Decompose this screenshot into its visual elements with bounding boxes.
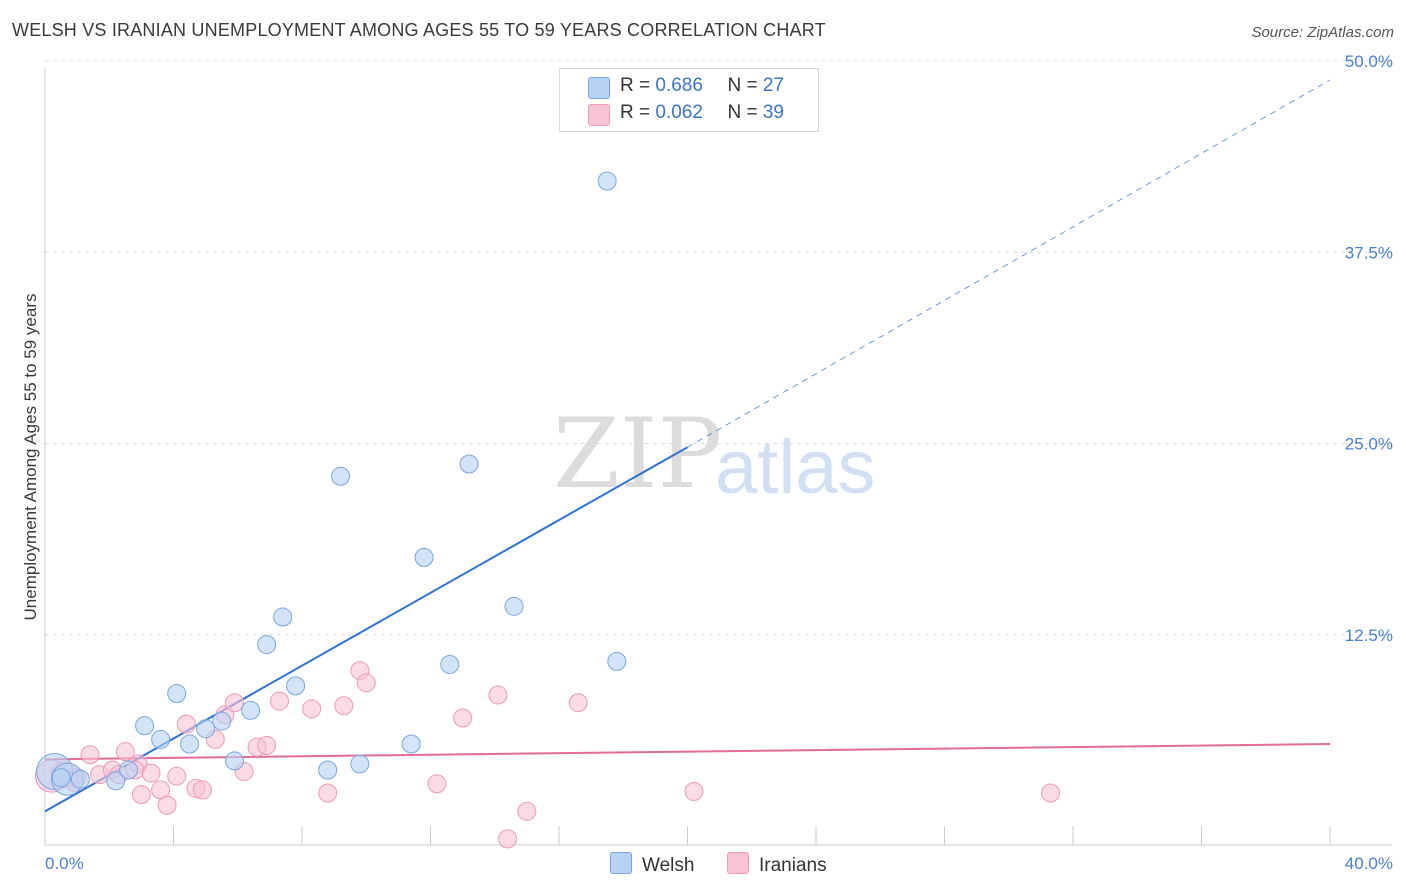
welsh-point-20 (414, 547, 434, 567)
iranians-point-30 (453, 708, 473, 728)
iranians-n-label: N = (727, 102, 763, 123)
welsh-point-17 (331, 466, 351, 486)
tick-labels: 12.5% 25.0% 37.5% 50.0% 0.0% 40.0% (45, 52, 1393, 873)
iranians-swatch (588, 104, 610, 126)
welsh-point-9 (196, 719, 216, 739)
iranians-point-13 (167, 766, 187, 786)
iranians-point-16 (192, 780, 212, 800)
welsh-point-12 (241, 700, 261, 720)
data-points (34, 171, 1061, 849)
welsh-point-15 (286, 676, 306, 696)
welsh-point-11 (225, 751, 245, 771)
legend-row-iranians: R = 0.062 N = 39 (560, 100, 818, 128)
bottom-legend-welsh: Welsh (610, 852, 694, 877)
welsh-r-value: 0.686 (655, 75, 703, 96)
welsh-point-16 (318, 760, 338, 780)
iranians-point-14 (176, 714, 196, 734)
welsh-point-13 (257, 635, 277, 655)
iranians-point-9 (131, 785, 151, 805)
welsh-n-label: N = (727, 75, 763, 96)
iranians-n-value: 39 (762, 102, 784, 123)
y-tick-label-0: 12.5% (1345, 626, 1393, 645)
bottom-legend-iranians: Iranians (727, 852, 827, 877)
y-tick-label-3: 50.0% (1345, 52, 1393, 71)
iranians-point-29 (427, 774, 447, 794)
iranians-point-23 (270, 691, 290, 711)
source-label: Source: ZipAtlas.com (1251, 24, 1394, 41)
bottom-iranians-swatch (727, 852, 749, 874)
welsh-point-5 (135, 716, 155, 736)
welsh-point-2 (70, 769, 90, 789)
iranians-r-label: R = (620, 102, 656, 123)
iranians-point-28 (356, 673, 376, 693)
y-tick-label-1: 25.0% (1345, 435, 1393, 454)
gridlines (45, 60, 1392, 636)
welsh-point-18 (350, 754, 370, 774)
bottom-iranians-label: Iranians (759, 855, 827, 876)
x-tick-label-1: 40.0% (1345, 854, 1393, 873)
iranians-point-36 (1041, 783, 1061, 803)
iranians-point-33 (517, 801, 537, 821)
iranians-point-22 (257, 736, 277, 756)
welsh-point-24 (597, 171, 617, 191)
iranians-point-19 (225, 693, 245, 713)
welsh-point-6 (151, 729, 171, 749)
chart-title: WELSH VS IRANIAN UNEMPLOYMENT AMONG AGES… (12, 20, 826, 40)
legend-text-welsh: R = 0.686 N = 27 (620, 75, 784, 97)
welsh-point-21 (440, 654, 460, 674)
welsh-point-23 (504, 596, 524, 616)
iranians-trend-line (44, 743, 1331, 761)
iranians-point-35 (684, 781, 704, 801)
welsh-point-19 (401, 734, 421, 754)
bottom-welsh-swatch (610, 852, 632, 874)
welsh-point-4 (119, 760, 139, 780)
iranians-point-10 (141, 763, 161, 783)
iranians-point-7 (115, 742, 135, 762)
x-tick-label-0: 0.0% (45, 854, 84, 873)
trend-lines (44, 79, 1331, 813)
iranians-point-24 (302, 699, 322, 719)
iranians-point-31 (488, 685, 508, 705)
welsh-point-8 (180, 734, 200, 754)
iranians-point-12 (157, 795, 177, 815)
legend-text-iranians: R = 0.062 N = 39 (620, 102, 784, 124)
iranians-point-26 (334, 696, 354, 716)
watermark-zip: ZIP (553, 398, 723, 510)
welsh-swatch (588, 77, 610, 99)
welsh-point-25 (607, 651, 627, 671)
welsh-trend-extension (687, 79, 1331, 448)
welsh-point-7 (167, 684, 187, 704)
watermark-atlas: atlas (715, 425, 876, 510)
bottom-welsh-label: Welsh (642, 855, 695, 876)
welsh-point-22 (459, 454, 479, 474)
correlation-legend: R = 0.686 N = 27 R = 0.062 N = 39 (559, 68, 819, 132)
y-axis-title: Unemployment Among Ages 55 to 59 years (21, 294, 40, 621)
welsh-point-3 (106, 771, 126, 791)
y-tick-label-2: 37.5% (1345, 243, 1393, 262)
welsh-point-10 (212, 711, 232, 731)
welsh-n-value: 27 (762, 75, 784, 96)
welsh-point-14 (273, 607, 293, 627)
welsh-point-26 (51, 768, 71, 788)
iranians-point-32 (498, 829, 518, 849)
iranians-r-value: 0.062 (655, 102, 703, 123)
iranians-point-25 (318, 783, 338, 803)
axes (44, 68, 1392, 846)
iranians-point-34 (568, 693, 588, 713)
welsh-r-label: R = (620, 75, 656, 96)
iranians-point-3 (80, 745, 100, 765)
welsh-trend-line (44, 446, 688, 813)
legend-row-welsh: R = 0.686 N = 27 (560, 73, 818, 101)
